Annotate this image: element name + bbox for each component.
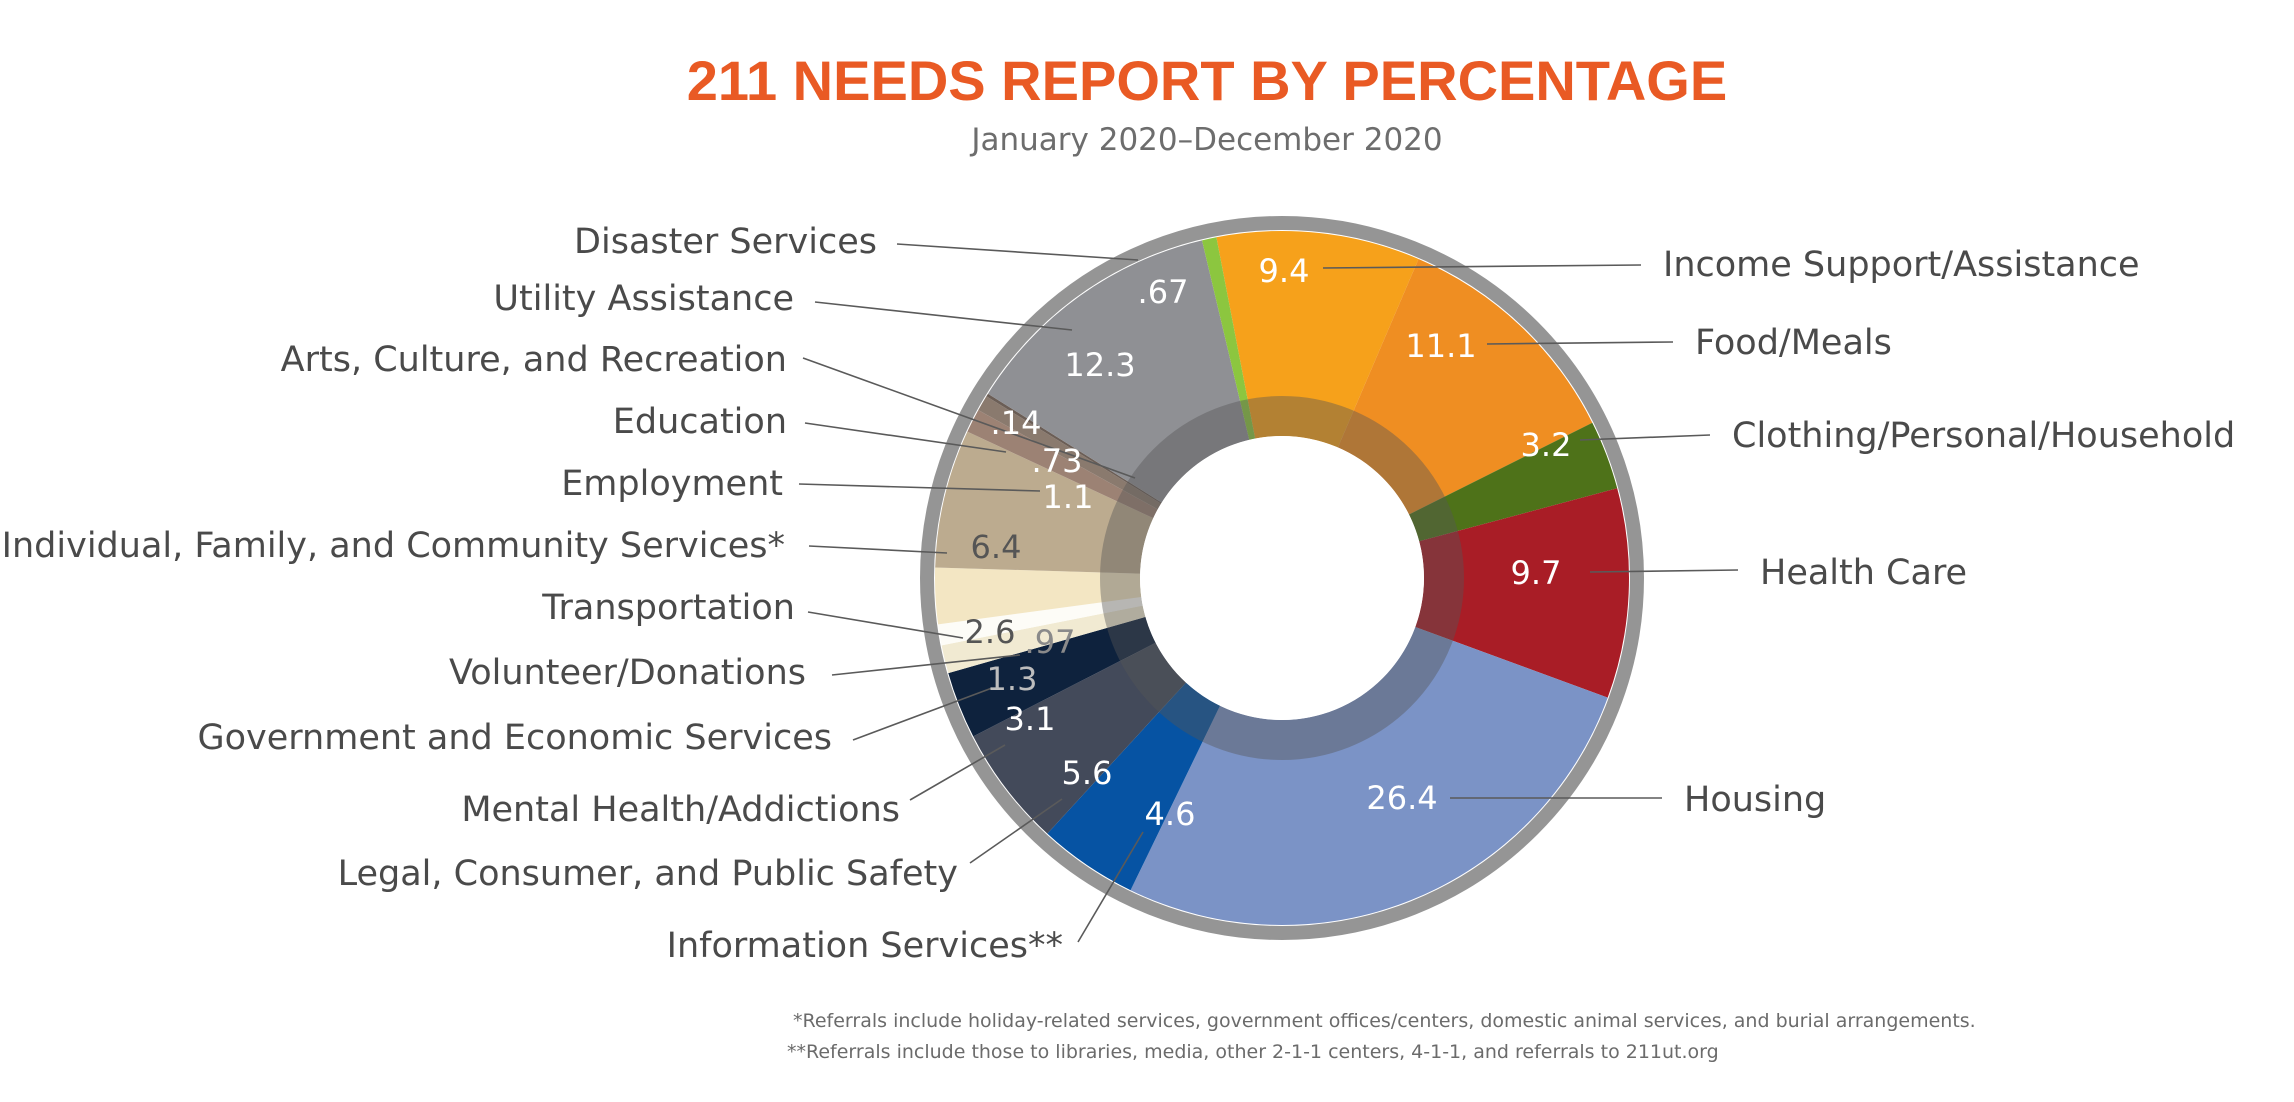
- slice-value-label-13: .73: [1032, 442, 1083, 480]
- slice-4: [1130, 626, 1608, 925]
- slice-category-label-5: Information Services**: [667, 926, 1063, 966]
- slice-category-label-4: Housing: [1684, 780, 1826, 820]
- slice-category-label-11: Individual, Family, and Community Servic…: [2, 526, 785, 566]
- slice-value-label-14: .14: [991, 404, 1042, 442]
- leader-line-7: [909, 744, 1006, 801]
- leader-line-15: [814, 301, 1073, 331]
- slice-value-label-10: 2.6: [965, 613, 1016, 651]
- footnote-2: **Referrals include those to libraries, …: [787, 1041, 1719, 1063]
- slice-category-label-9: Volunteer/Donations: [449, 653, 806, 693]
- leader-line-3: [1589, 569, 1739, 573]
- slice-16: [1202, 237, 1256, 440]
- leader-line-13: [804, 422, 1007, 453]
- leader-line-2: [1579, 434, 1711, 441]
- slice-value-label-3: 9.7: [1511, 554, 1562, 592]
- slice-category-label-6: Legal, Consumer, and Public Safety: [338, 854, 958, 894]
- slice-category-label-8: Government and Economic Services: [197, 718, 832, 758]
- leader-line-6: [969, 798, 1063, 864]
- leader-line-5: [1077, 831, 1144, 943]
- leader-line-16: [896, 243, 1139, 261]
- slice-value-label-1: 11.1: [1405, 327, 1476, 365]
- slice-12: [967, 410, 1158, 519]
- slice-category-label-1: Food/Meals: [1695, 323, 1892, 363]
- slice-value-label-4: 26.4: [1366, 779, 1437, 817]
- slice-value-label-8: 1.3: [987, 660, 1038, 698]
- slice-6: [973, 642, 1186, 834]
- slice-category-label-15: Utility Assistance: [493, 279, 794, 319]
- slice-15: [987, 240, 1250, 503]
- donut-hole: [1140, 436, 1424, 720]
- slice-category-label-10: Transportation: [541, 588, 795, 628]
- leader-line-8: [852, 687, 993, 741]
- slice-category-label-16: Disaster Services: [574, 222, 877, 262]
- slice-category-label-12: Employment: [561, 464, 783, 504]
- slice-0: [1216, 231, 1419, 448]
- slice-value-label-6: 5.6: [1062, 754, 1113, 792]
- slice-category-label-3: Health Care: [1760, 553, 1967, 593]
- slice-2: [1408, 422, 1618, 542]
- footnote-1: *Referrals include holiday-related servi…: [793, 1010, 1976, 1032]
- slice-14: [986, 393, 1162, 504]
- slice-value-labels: 9.4 11.1 3.2 9.7 26.4 4.6 5.63.11.3.972.6 6.4 1.…: [965, 252, 1572, 833]
- slice-category-label-0: Income Support/Assistance: [1663, 245, 2140, 285]
- slice-value-label-9: .97: [1025, 623, 1076, 661]
- leader-line-0: [1322, 264, 1642, 269]
- leader-line-12: [798, 483, 1041, 492]
- leader-line-11: [808, 545, 948, 554]
- chart-subtitle: January 2020–December 2020: [969, 122, 1442, 158]
- slice-9: [938, 596, 1143, 646]
- leader-line-1: [1486, 341, 1674, 345]
- slice-value-label-0: 9.4: [1259, 252, 1310, 290]
- leader-lines: [798, 243, 1739, 943]
- slice-11: [935, 431, 1154, 574]
- slice-7: [948, 616, 1156, 737]
- slice-value-label-2: 3.2: [1521, 426, 1572, 464]
- donut-inner-shadow-ring: [1100, 396, 1464, 760]
- chart-title: 211 NEEDS REPORT BY PERCENTAGE: [687, 49, 1727, 112]
- slice-category-label-7: Mental Health/Addictions: [461, 790, 900, 830]
- slice-value-label-15: 12.3: [1064, 346, 1135, 384]
- slice-1: [1337, 259, 1593, 515]
- slice-3: [1415, 488, 1629, 698]
- leader-line-10: [807, 611, 964, 639]
- leader-line-14: [802, 357, 1136, 479]
- slice-10: [935, 567, 1142, 625]
- slice-5: [1047, 682, 1221, 891]
- slice-category-label-13: Education: [613, 402, 787, 442]
- donut-outer-ring: [920, 216, 1644, 940]
- slice-category-label-14: Arts, Culture, and Recreation: [281, 340, 787, 380]
- slice-value-label-7: 3.1: [1005, 700, 1056, 738]
- donut-slices: [935, 231, 1629, 925]
- leader-line-9: [831, 654, 1021, 676]
- slice-value-label-11: 6.4: [971, 528, 1022, 566]
- slice-value-label-12: 1.1: [1043, 478, 1094, 516]
- slice-category-label-2: Clothing/Personal/Household: [1732, 416, 2235, 456]
- slice-value-label-16: .67: [1138, 273, 1189, 311]
- slice-13: [978, 396, 1162, 510]
- slice-8: [941, 605, 1146, 674]
- slice-value-label-5: 4.6: [1145, 795, 1196, 833]
- slice-category-labels: Income Support/Assistance Food/Meals Cloth…: [2, 222, 2236, 966]
